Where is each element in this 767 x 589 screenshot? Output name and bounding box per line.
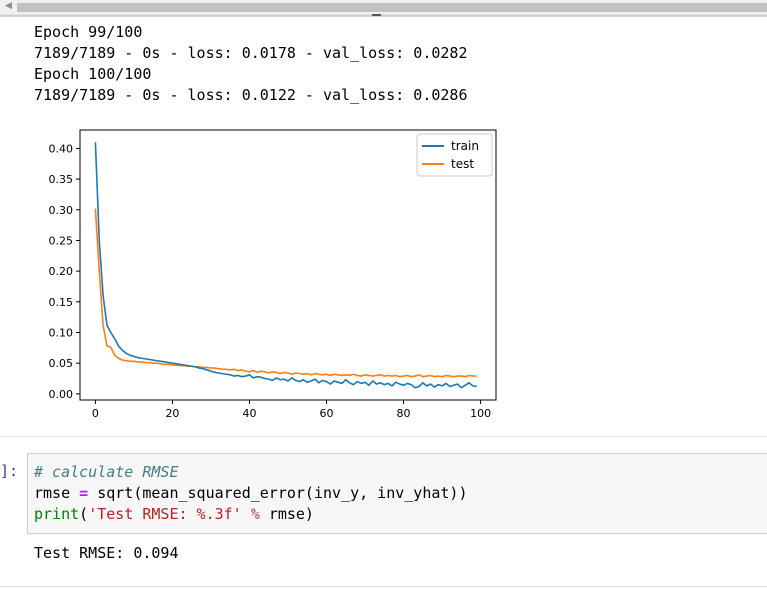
y-tick-label: 0.25 bbox=[49, 234, 74, 247]
output-line-epoch-99: Epoch 99/100 bbox=[34, 23, 143, 41]
y-tick-label: 0.00 bbox=[49, 388, 74, 401]
cursor-mark bbox=[372, 14, 381, 16]
output-line-loss-99: 7189/7189 - 0s - loss: 0.0178 - val_loss… bbox=[34, 44, 468, 62]
scrollbar-thumb[interactable] bbox=[17, 3, 767, 12]
x-tick-label: 80 bbox=[397, 407, 411, 420]
series-line-train bbox=[94, 142, 477, 389]
y-tick-label: 0.40 bbox=[49, 142, 74, 155]
legend-label-train: train bbox=[451, 139, 479, 153]
horizontal-scrollbar[interactable]: ◀ bbox=[0, 0, 767, 15]
legend-label-test: test bbox=[451, 157, 474, 171]
y-tick-label: 0.05 bbox=[49, 357, 74, 370]
output-line-loss-100: 7189/7189 - 0s - loss: 0.0122 - val_loss… bbox=[34, 86, 468, 104]
x-tick-label: 40 bbox=[242, 407, 256, 420]
plot-frame bbox=[79, 129, 497, 401]
code-assign-op: = bbox=[79, 484, 89, 502]
series-line-test bbox=[94, 208, 477, 378]
code-line-1: # calculate RMSE bbox=[34, 462, 179, 482]
code-print-keyword: print bbox=[34, 505, 80, 523]
code-line-2: rmse = sqrt(mean_squared_error(inv_y, in… bbox=[34, 483, 467, 503]
cell-prompt: ]: bbox=[0, 462, 19, 480]
code-open-paren: ( bbox=[79, 505, 89, 523]
output-top-border bbox=[0, 15, 767, 17]
x-tick-label: 20 bbox=[165, 407, 179, 420]
y-tick-label: 0.30 bbox=[49, 204, 74, 217]
x-tick-label: 100 bbox=[470, 407, 491, 420]
legend: train test bbox=[416, 133, 493, 177]
x-tick-label: 60 bbox=[320, 407, 334, 420]
scroll-left-arrow-icon[interactable]: ◀ bbox=[5, 1, 12, 11]
y-tick-label: 0.10 bbox=[49, 327, 74, 340]
y-axis: 0.00 0.05 0.10 0.15 0.20 0.25 0.30 0.35 0.40 bbox=[49, 142, 80, 401]
code-var-rmse: rmse bbox=[34, 484, 71, 502]
x-tick-label: 0 bbox=[92, 407, 99, 420]
output-line-epoch-100: Epoch 100/100 bbox=[34, 65, 152, 83]
loss-chart: 0.00 0.05 0.10 0.15 0.20 0.25 0.30 0.35 0.40 0 20… bbox=[49, 129, 497, 420]
code-format-string: 'Test RMSE: %.3f' bbox=[88, 505, 242, 523]
x-axis: 0 20 40 60 80 100 bbox=[92, 400, 491, 420]
code-sqrt-call: sqrt(mean_squared_error(inv_y, inv_yhat)… bbox=[97, 484, 468, 502]
y-tick-label: 0.15 bbox=[49, 296, 74, 309]
code-comment: # calculate RMSE bbox=[34, 463, 179, 481]
y-tick-label: 0.20 bbox=[49, 265, 74, 278]
legend-box bbox=[416, 133, 493, 177]
rmse-output: Test RMSE: 0.094 bbox=[34, 544, 179, 562]
bottom-separator bbox=[0, 586, 767, 587]
series-lines bbox=[94, 142, 477, 389]
y-tick-label: 0.35 bbox=[49, 173, 74, 186]
code-print-arg: rmse) bbox=[268, 505, 314, 523]
code-line-3: print('Test RMSE: %.3f' % rmse) bbox=[34, 504, 314, 524]
code-percent-op: % bbox=[250, 505, 260, 523]
cell-separator bbox=[0, 436, 767, 437]
code-input-area[interactable] bbox=[27, 453, 767, 534]
